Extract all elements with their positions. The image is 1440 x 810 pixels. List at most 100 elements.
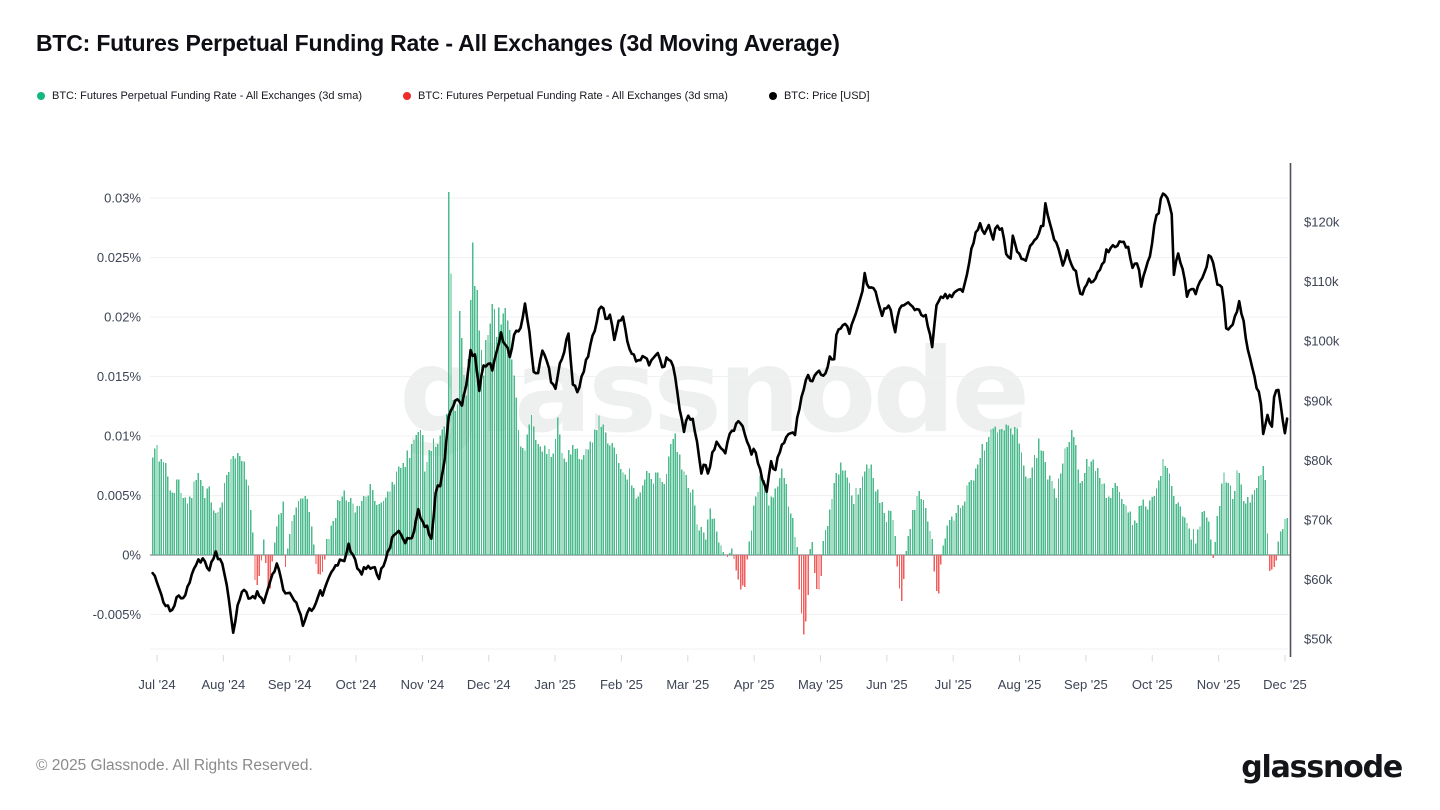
funding-bar — [1245, 503, 1247, 555]
funding-bar — [580, 459, 583, 555]
funding-bar — [1212, 555, 1214, 558]
funding-bar — [228, 472, 230, 555]
funding-bar — [694, 505, 696, 555]
funding-bar — [798, 555, 801, 590]
funding-bar — [1155, 488, 1158, 555]
funding-bar — [160, 459, 163, 555]
funding-bar — [313, 544, 315, 555]
funding-bar — [1068, 441, 1071, 555]
funding-bar — [720, 545, 722, 555]
funding-bar — [443, 426, 446, 555]
funding-bar — [707, 519, 709, 555]
funding-bar — [171, 492, 173, 555]
funding-bar — [946, 525, 949, 555]
legend-item-1[interactable]: BTC: Futures Perpetual Funding Rate - Al… — [402, 90, 728, 102]
funding-bar — [1092, 459, 1095, 555]
right-axis-label: $100k — [1304, 334, 1340, 349]
funding-bar — [415, 435, 417, 555]
funding-bar — [430, 451, 433, 555]
funding-bar — [835, 473, 838, 555]
funding-bar — [659, 478, 661, 555]
funding-bar — [528, 424, 531, 555]
legend-item-2[interactable]: BTC: Price [USD] — [768, 90, 870, 102]
legend-dot-icon — [37, 92, 45, 100]
funding-bar — [972, 480, 975, 555]
funding-bar — [718, 542, 720, 555]
funding-bar — [1012, 434, 1014, 555]
funding-bar — [776, 486, 779, 555]
funding-bar — [249, 509, 252, 555]
funding-bar — [768, 505, 770, 555]
funding-bar — [1007, 425, 1010, 555]
funding-bar — [572, 445, 574, 555]
funding-bar — [1003, 430, 1005, 555]
x-axis-label: Aug '24 — [202, 677, 246, 692]
funding-bar — [874, 491, 877, 555]
x-axis-label: Oct '24 — [336, 677, 377, 692]
funding-bar — [1173, 496, 1175, 555]
funding-bar — [652, 483, 655, 555]
funding-bar — [280, 512, 282, 555]
funding-bar — [267, 555, 269, 590]
funding-bar — [271, 555, 274, 562]
funding-bar — [1253, 489, 1256, 555]
legend-item-0[interactable]: BTC: Futures Perpetual Funding Rate - Al… — [37, 90, 362, 102]
funding-bar — [654, 472, 657, 555]
funding-bar — [966, 485, 968, 555]
funding-bar — [846, 477, 848, 555]
funding-bar — [432, 438, 435, 555]
copyright-text: © 2025 Glassnode. All Rights Reserved. — [36, 757, 313, 774]
funding-bar — [1136, 522, 1138, 555]
funding-bar — [901, 555, 903, 601]
funding-bar — [953, 520, 955, 555]
funding-bar — [493, 308, 496, 555]
funding-bar — [809, 549, 811, 555]
funding-bar — [1057, 478, 1060, 555]
funding-bar — [903, 555, 905, 579]
funding-bar — [445, 413, 448, 555]
funding-bar — [981, 443, 983, 555]
funding-bar — [887, 510, 890, 555]
funding-bar — [672, 438, 674, 555]
funding-bar — [293, 514, 295, 555]
funding-bar — [1164, 465, 1166, 555]
funding-bar — [1266, 533, 1269, 555]
funding-bar — [524, 450, 526, 555]
funding-bar — [724, 554, 727, 555]
funding-bar — [1262, 465, 1264, 555]
funding-bar — [254, 555, 256, 580]
funding-bar — [156, 444, 158, 555]
x-axis-label: Jun '25 — [866, 677, 908, 692]
funding-bar — [792, 518, 794, 555]
funding-bar — [454, 411, 457, 555]
funding-bar — [626, 479, 629, 555]
funding-bar — [450, 273, 452, 555]
funding-bar — [393, 484, 396, 555]
funding-bar — [537, 443, 539, 555]
funding-bar — [1081, 480, 1084, 555]
funding-bar — [909, 528, 912, 555]
funding-bar — [219, 507, 221, 555]
funding-bar — [576, 448, 578, 555]
funding-bar — [735, 555, 737, 571]
funding-bar — [1171, 485, 1173, 555]
funding-bar — [948, 520, 951, 555]
funding-bar — [914, 510, 916, 555]
funding-bar — [548, 448, 550, 555]
funding-bar — [469, 299, 472, 555]
funding-bar — [676, 452, 679, 555]
funding-bar — [417, 431, 419, 555]
funding-bar — [358, 505, 361, 555]
funding-bar — [861, 476, 864, 555]
funding-bar — [920, 499, 922, 555]
funding-bar — [182, 498, 184, 555]
right-axis-label: $120k — [1304, 215, 1340, 230]
funding-bar — [413, 440, 415, 555]
funding-bar — [807, 555, 809, 596]
funding-bar — [384, 497, 387, 555]
funding-bar — [633, 488, 635, 555]
legend-dot-icon — [768, 92, 777, 100]
funding-bar — [378, 504, 380, 555]
funding-bar — [500, 324, 502, 555]
